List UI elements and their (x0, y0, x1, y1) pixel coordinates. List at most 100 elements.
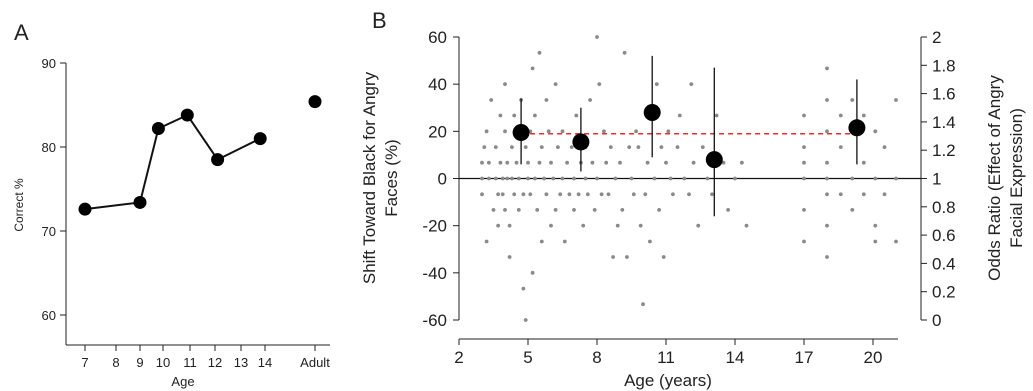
individual-point (627, 145, 632, 150)
panel-a: A 60 70 80 90 7 8 9 10 11 12 13 14 Adult Age Correct % (12, 20, 330, 389)
individual-point (873, 176, 878, 181)
y-tick-label-right: 0.2 (932, 283, 956, 302)
y-tick-label-right: 1.6 (932, 85, 956, 104)
y-tick-label-left: 0 (438, 170, 447, 189)
individual-point (838, 145, 843, 150)
y-tick-label-left: 60 (428, 28, 447, 47)
x-tick-label: 9 (136, 355, 143, 370)
individual-point (537, 160, 542, 165)
individual-point (503, 82, 507, 87)
panel-b: B -60 -40 -20 0 20 40 60 0 0.2 0.4 0.6 0.8 1 1.2 1.4 1.6… (360, 8, 1026, 390)
individual-point (629, 176, 634, 181)
mean-point (848, 119, 866, 137)
individual-point (873, 129, 878, 134)
individual-point (560, 176, 565, 181)
individual-point (592, 207, 597, 212)
y-tick-label-right: 1.4 (932, 113, 956, 132)
individual-point (618, 160, 622, 165)
individual-point (850, 98, 855, 102)
individual-point (825, 192, 829, 197)
individual-point (648, 239, 652, 244)
individual-point (500, 192, 505, 197)
data-line (84, 113, 261, 211)
individual-point (512, 192, 517, 197)
individual-point (861, 113, 866, 118)
individual-point (825, 223, 829, 228)
data-point (151, 122, 165, 136)
individual-point (894, 239, 898, 244)
individual-point (526, 160, 530, 165)
panel-label-a: A (14, 20, 29, 45)
individual-point (645, 160, 650, 165)
individual-point (507, 255, 512, 259)
individual-point (668, 176, 673, 181)
individual-point (482, 145, 487, 150)
individual-point (802, 145, 806, 150)
individual-point (664, 160, 668, 165)
y-axis-label-left: Shift Toward Black for Angry Faces (%) (360, 71, 401, 284)
y-axis-label: Correct % (12, 178, 26, 232)
individual-point (666, 129, 671, 134)
individual-point (484, 239, 489, 244)
individual-point (882, 192, 887, 197)
individual-point (507, 223, 512, 228)
individual-point (873, 223, 878, 228)
y-tick-label-right: 1 (932, 170, 941, 189)
individual-point (533, 176, 537, 181)
y-tick-label-right: 0.6 (932, 226, 956, 245)
individual-point (838, 192, 843, 197)
individual-point (636, 145, 641, 150)
individual-point (500, 176, 505, 181)
individual-point (850, 207, 855, 212)
individual-point (533, 113, 537, 118)
y-tick-label-right: 1.8 (932, 56, 956, 75)
individual-point (558, 192, 563, 197)
individual-point (553, 82, 558, 87)
individual-point (546, 129, 551, 134)
x-tick-label: 5 (523, 348, 532, 367)
individual-point (480, 176, 484, 181)
individual-point (521, 286, 526, 291)
individual-point (825, 160, 829, 165)
y-axis-label-left-line: Faces (%) (382, 139, 401, 216)
individual-point (625, 255, 629, 259)
data-point (133, 195, 147, 209)
individual-point (744, 223, 749, 228)
data-point (180, 108, 194, 122)
individual-point (493, 176, 498, 181)
individual-point (714, 113, 719, 118)
x-tick-label: 2 (454, 348, 463, 367)
individual-point (657, 207, 661, 212)
individual-point (505, 160, 510, 165)
y-axis-label-right: Odds Ratio (Effect of Angry Facial Expres… (985, 75, 1026, 281)
individual-point (825, 129, 829, 134)
individual-point (726, 207, 730, 212)
individual-point (861, 192, 866, 197)
x-tick-label: 8 (592, 348, 601, 367)
individual-point (569, 145, 574, 150)
data-point (253, 132, 267, 146)
x-tick-label: 12 (208, 355, 222, 370)
individual-point (480, 160, 484, 165)
y-tick-label-right: 0.4 (932, 254, 956, 273)
individual-point (641, 302, 645, 307)
mean-point (572, 133, 590, 151)
x-tick-label: 20 (864, 348, 883, 367)
individual-point (705, 176, 710, 181)
x-tick-label: 10 (156, 355, 170, 370)
individual-point (521, 192, 526, 197)
individual-point (677, 113, 682, 118)
x-axis-label: Age (171, 374, 194, 389)
individual-point (544, 98, 549, 102)
individual-point (696, 223, 701, 228)
individual-point (615, 223, 620, 228)
individual-point (565, 160, 569, 165)
individual-point (606, 192, 611, 197)
individual-point (682, 176, 687, 181)
individual-point (638, 223, 643, 228)
individual-point (590, 160, 595, 165)
individual-point (675, 145, 680, 150)
individual-point (894, 98, 898, 102)
individual-point (652, 176, 657, 181)
